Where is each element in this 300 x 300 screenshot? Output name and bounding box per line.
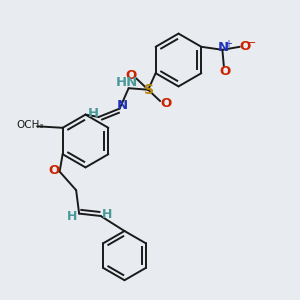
Text: O: O: [239, 40, 251, 53]
Text: HN: HN: [116, 76, 138, 89]
Text: H: H: [88, 107, 99, 120]
Text: O: O: [125, 69, 136, 82]
Text: O: O: [48, 164, 59, 178]
Text: O: O: [220, 64, 231, 78]
Text: S: S: [144, 83, 154, 97]
Text: O: O: [160, 97, 171, 110]
Text: N: N: [116, 98, 128, 112]
Text: N: N: [218, 41, 229, 55]
Text: H: H: [67, 209, 78, 223]
Text: −: −: [247, 38, 256, 48]
Text: +: +: [224, 39, 232, 49]
Text: H: H: [102, 208, 112, 221]
Text: OCH₃: OCH₃: [16, 120, 44, 130]
